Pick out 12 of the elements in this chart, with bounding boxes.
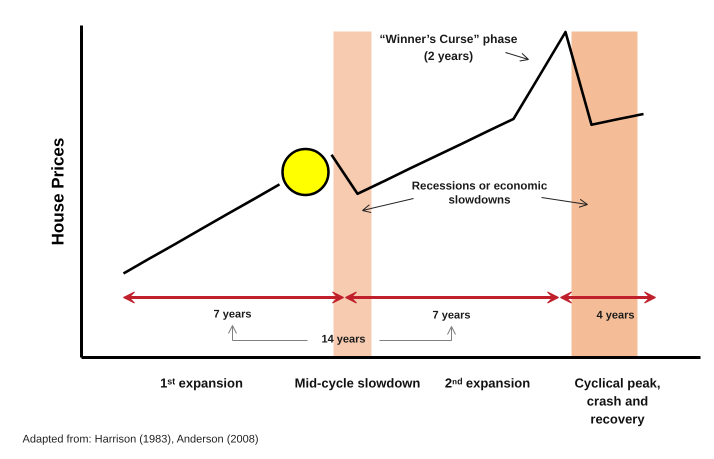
x-tick-label: Mid-cycle slowdown <box>294 376 420 390</box>
x-tick-label: Cyclical peak, crash and recovery <box>574 376 660 426</box>
x-tick-label: 1ˢᵗ expansion <box>160 376 243 390</box>
annotation: 7 years <box>214 308 252 320</box>
text: Adapted from: Harrison (1983), Anderson (2008) <box>22 434 259 446</box>
annotation: Recessions or economic slowdowns <box>412 180 548 207</box>
annotation: “Winner’s Curse” phase (2 years) <box>380 32 518 63</box>
annotation: 7 years <box>432 310 470 322</box>
annotation: 14 years <box>321 334 366 346</box>
x-tick-label: 2ⁿᵈ expansion <box>444 376 530 390</box>
y-axis-title: House Prices <box>48 138 68 246</box>
annotation: 4 years <box>596 310 634 322</box>
